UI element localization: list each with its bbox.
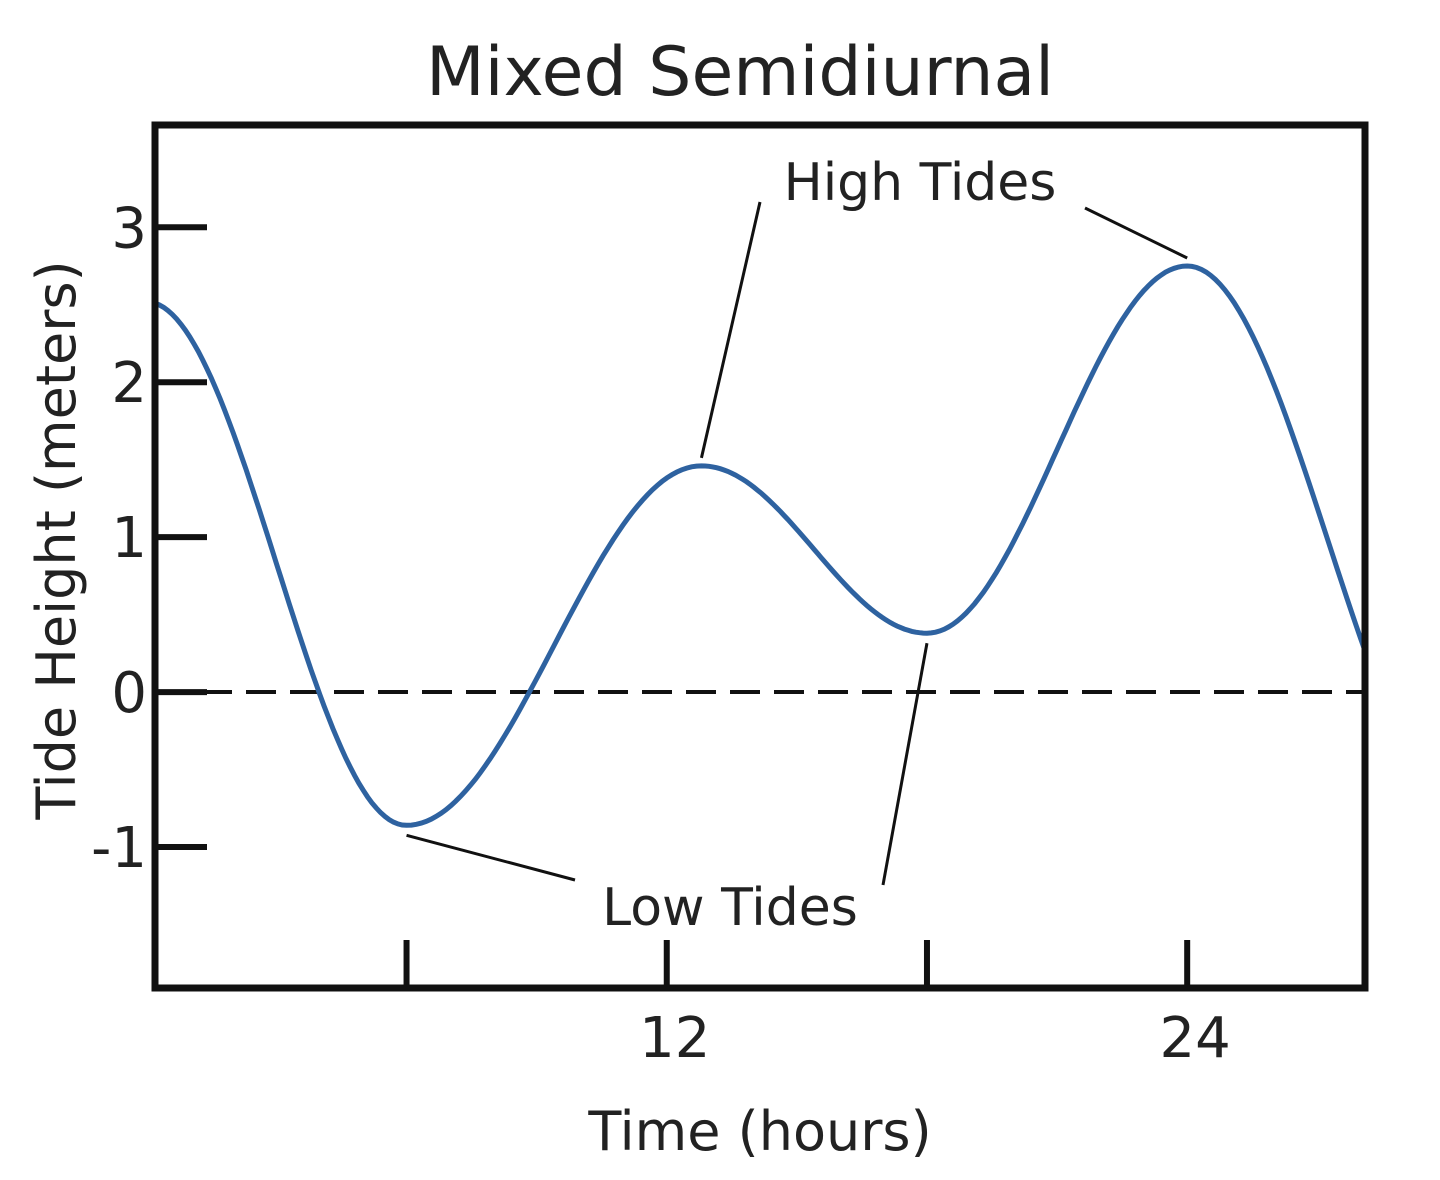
- annotation-label: Low Tides: [602, 878, 858, 938]
- chart-title: Mixed Semidiurnal: [426, 33, 1054, 112]
- annotation-leader-line: [1084, 206, 1188, 260]
- annotation-label: High Tides: [784, 153, 1057, 213]
- x-axis-label: Time (hours): [587, 1100, 931, 1163]
- y-tick-label: 1: [111, 506, 147, 571]
- y-tick-label: 3: [111, 196, 147, 261]
- y-tick-label: -1: [91, 816, 147, 881]
- x-tick-label: 12: [639, 1006, 710, 1071]
- y-axis-label: Tide Height (meters): [25, 260, 88, 820]
- annotation-leader-line: [881, 642, 929, 886]
- tide-series-line: [158, 263, 1362, 828]
- y-tick-label: 2: [111, 351, 147, 416]
- annotation-leader-line: [406, 833, 576, 882]
- plot-frame: [151, 121, 1369, 992]
- x-tick-label: 24: [1160, 1006, 1231, 1071]
- annotation-leader-line: [699, 201, 762, 459]
- y-tick-label: 0: [111, 661, 147, 726]
